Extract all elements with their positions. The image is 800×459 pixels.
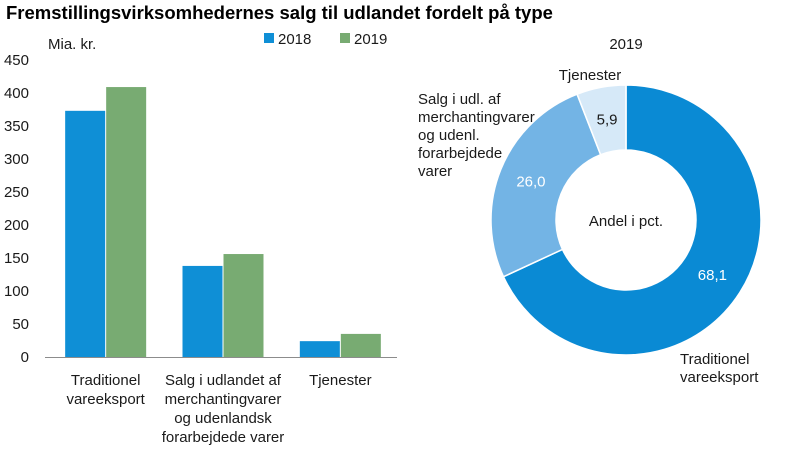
- x-category-label: merchantingvarer: [165, 391, 282, 408]
- donut-value-label: 26,0: [516, 174, 545, 191]
- bar-2019: [340, 333, 381, 357]
- y-tick-label: 350: [4, 118, 29, 135]
- legend-label-2019: 2019: [354, 31, 387, 48]
- donut-category-label: Traditionel: [680, 351, 749, 368]
- chart-title: Fremstillingsvirksomhedernes salg til ud…: [6, 2, 553, 23]
- y-tick-label: 50: [12, 316, 29, 333]
- bar-2018: [65, 110, 106, 357]
- donut-title: 2019: [609, 36, 642, 53]
- donut-value-label: 68,1: [698, 267, 727, 284]
- bar-2019: [223, 254, 264, 357]
- donut-category-label: vareeksport: [680, 369, 759, 386]
- donut-category-label: forarbejdede: [418, 145, 502, 162]
- x-category-label: og udenlandsk: [174, 410, 272, 427]
- donut-category-label: merchantingvarer: [418, 109, 535, 126]
- y-tick-label: 400: [4, 85, 29, 102]
- donut-slice: [490, 93, 602, 278]
- legend-swatch-2018: [264, 33, 274, 43]
- donut-category-label: Tjenester: [559, 67, 622, 84]
- donut-category-label: varer: [418, 163, 452, 180]
- y-tick-label: 200: [4, 217, 29, 234]
- bar-2019: [106, 87, 147, 357]
- legend-label-2018: 2018: [278, 31, 311, 48]
- y-tick-label: 300: [4, 151, 29, 168]
- donut-value-label: 5,9: [597, 111, 618, 128]
- x-category-label: Traditionel: [71, 372, 140, 389]
- donut-slice: [502, 84, 762, 356]
- y-axis-unit: Mia. kr.: [48, 36, 96, 53]
- y-tick-label: 100: [4, 283, 29, 300]
- bar-2018: [182, 265, 223, 357]
- y-tick-label: 150: [4, 250, 29, 267]
- donut-category-label: Salg i udl. af: [418, 91, 501, 108]
- donut-slice: [576, 84, 627, 156]
- bar-2018: [299, 341, 340, 357]
- y-tick-label: 0: [21, 349, 29, 366]
- legend-swatch-2019: [340, 33, 350, 43]
- x-category-label: Tjenester: [309, 372, 372, 389]
- y-tick-label: 250: [4, 184, 29, 201]
- x-category-label: forarbejdede varer: [162, 429, 285, 446]
- x-category-label: Salg i udlandet af: [165, 372, 282, 389]
- x-category-label: vareeksport: [66, 391, 145, 408]
- y-tick-label: 450: [4, 52, 29, 69]
- donut-category-label: og udenl.: [418, 127, 480, 144]
- donut-center-label: Andel i pct.: [589, 213, 663, 230]
